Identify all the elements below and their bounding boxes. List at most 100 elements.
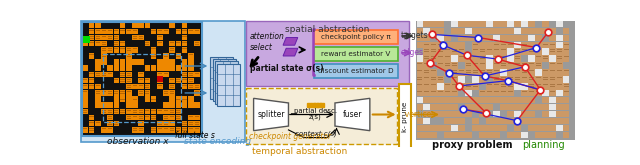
Bar xyxy=(493,97,500,103)
Bar xyxy=(437,104,444,110)
Bar xyxy=(542,111,548,117)
Bar xyxy=(501,84,506,85)
Bar xyxy=(487,91,492,92)
Bar xyxy=(170,90,175,96)
Bar xyxy=(126,29,132,34)
Bar xyxy=(451,83,458,90)
Bar xyxy=(164,122,168,123)
Bar xyxy=(108,118,112,119)
Bar xyxy=(556,104,563,110)
Bar xyxy=(157,29,163,34)
Bar xyxy=(139,112,143,113)
Bar xyxy=(417,132,423,138)
Bar xyxy=(424,132,430,138)
Bar xyxy=(101,109,107,114)
Bar xyxy=(522,93,527,94)
Bar xyxy=(182,32,187,33)
Bar xyxy=(459,70,464,71)
Bar xyxy=(458,35,465,41)
Bar xyxy=(90,42,93,43)
Bar xyxy=(151,96,156,102)
Bar xyxy=(189,128,193,129)
Bar xyxy=(479,28,486,34)
Bar xyxy=(515,56,520,57)
Bar xyxy=(195,44,199,45)
Bar xyxy=(465,104,472,110)
Bar xyxy=(114,30,118,31)
Bar xyxy=(549,118,556,124)
Bar xyxy=(437,83,444,90)
Bar xyxy=(451,97,458,103)
Bar xyxy=(480,72,485,73)
Bar xyxy=(120,78,125,83)
Bar xyxy=(132,130,137,131)
Bar xyxy=(151,99,156,100)
Text: full state s: full state s xyxy=(175,132,214,140)
Bar xyxy=(145,22,150,28)
Bar xyxy=(417,90,423,97)
Bar xyxy=(89,53,94,59)
Bar xyxy=(170,122,174,123)
Bar xyxy=(479,62,486,69)
Bar xyxy=(500,55,507,62)
Bar xyxy=(89,35,94,40)
Bar xyxy=(102,91,106,92)
Bar xyxy=(549,28,556,34)
Bar xyxy=(451,90,458,97)
Bar xyxy=(549,111,556,117)
Bar xyxy=(127,54,131,55)
Bar xyxy=(438,56,443,57)
Bar xyxy=(494,91,499,92)
Bar xyxy=(176,118,180,119)
Bar xyxy=(114,79,118,80)
Bar xyxy=(472,42,479,48)
Bar xyxy=(132,116,137,117)
Bar xyxy=(120,22,125,28)
Bar xyxy=(195,32,199,33)
Bar xyxy=(182,79,187,80)
Bar xyxy=(108,102,113,108)
Bar xyxy=(102,75,106,76)
Bar xyxy=(176,32,180,33)
Bar xyxy=(528,62,534,69)
Bar xyxy=(151,130,156,131)
Bar xyxy=(543,44,548,45)
Bar xyxy=(182,59,188,65)
Bar xyxy=(479,104,486,110)
Bar xyxy=(507,118,514,124)
Bar xyxy=(473,70,478,71)
Bar xyxy=(549,104,556,110)
Bar xyxy=(431,125,437,131)
Bar xyxy=(424,84,429,85)
Bar xyxy=(452,72,457,73)
Bar xyxy=(451,42,458,48)
Bar xyxy=(444,62,451,69)
Bar xyxy=(563,97,570,103)
Bar xyxy=(507,42,514,48)
Bar xyxy=(445,65,450,66)
Bar xyxy=(170,47,175,52)
Bar xyxy=(507,111,514,117)
Bar xyxy=(521,97,527,103)
Bar xyxy=(549,132,556,138)
Bar xyxy=(501,93,506,94)
Bar xyxy=(114,48,118,49)
Bar xyxy=(89,41,94,46)
Bar xyxy=(486,42,493,48)
Bar xyxy=(542,125,548,131)
Bar xyxy=(170,48,174,49)
Bar xyxy=(127,32,131,33)
Bar xyxy=(132,35,138,40)
Bar xyxy=(431,42,437,48)
Bar xyxy=(157,124,162,125)
Bar xyxy=(182,121,188,126)
Bar xyxy=(535,28,541,34)
Bar xyxy=(114,112,118,113)
Bar xyxy=(445,70,450,71)
Bar xyxy=(95,59,100,65)
Bar xyxy=(108,38,112,39)
Bar xyxy=(500,21,507,27)
Bar xyxy=(120,73,125,74)
Bar xyxy=(486,69,493,76)
Bar xyxy=(182,124,187,125)
